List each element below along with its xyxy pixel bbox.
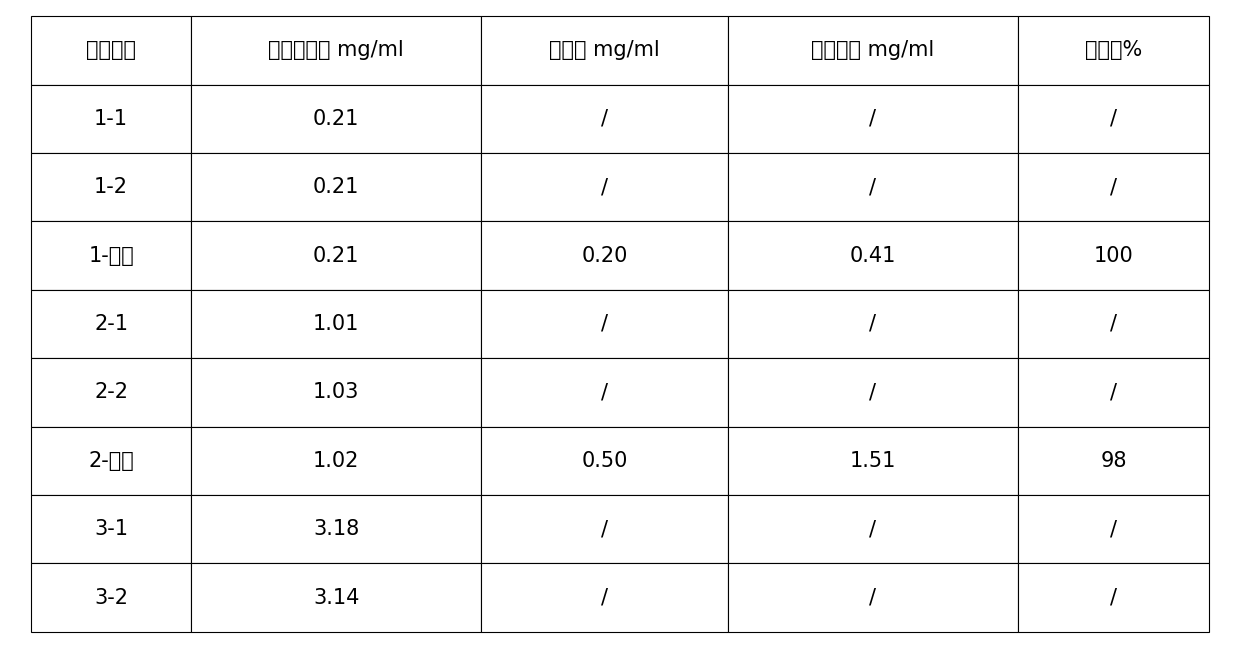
Bar (1018, 16, 1209, 85)
Bar (191, 358, 481, 426)
Bar (728, 563, 1018, 632)
Text: 0.21: 0.21 (314, 177, 360, 197)
Bar (31, 358, 191, 426)
Text: 2-2: 2-2 (94, 382, 128, 402)
Text: 0.50: 0.50 (582, 451, 627, 471)
Bar (191, 85, 481, 153)
Text: 回收率%: 回收率% (1085, 40, 1142, 60)
Bar (481, 426, 728, 495)
Text: 样品编号: 样品编号 (86, 40, 136, 60)
Text: /: / (869, 382, 877, 402)
Bar (191, 563, 481, 632)
Bar (31, 495, 191, 563)
Text: /: / (869, 588, 877, 608)
Bar (191, 495, 481, 563)
Bar (728, 358, 1018, 426)
Text: /: / (1110, 314, 1117, 334)
Bar (191, 290, 481, 358)
Text: /: / (601, 109, 608, 129)
Bar (1018, 426, 1209, 495)
Bar (481, 222, 728, 290)
Bar (1018, 290, 1209, 358)
Bar (31, 153, 191, 222)
Text: 1-1: 1-1 (94, 109, 128, 129)
Bar (481, 16, 728, 85)
Bar (481, 495, 728, 563)
Bar (191, 426, 481, 495)
Text: /: / (869, 109, 877, 129)
Bar (728, 85, 1018, 153)
Text: 3-1: 3-1 (94, 519, 128, 539)
Text: 3.18: 3.18 (314, 519, 360, 539)
Bar (31, 426, 191, 495)
Text: /: / (1110, 588, 1117, 608)
Bar (31, 85, 191, 153)
Text: 3.14: 3.14 (314, 588, 360, 608)
Text: 1.02: 1.02 (314, 451, 360, 471)
Text: /: / (601, 519, 608, 539)
Bar (728, 426, 1018, 495)
Bar (728, 495, 1018, 563)
Text: 2-加标: 2-加标 (88, 451, 134, 471)
Bar (481, 290, 728, 358)
Text: 1-加标: 1-加标 (88, 246, 134, 266)
Text: 100: 100 (1094, 246, 1133, 266)
Bar (191, 222, 481, 290)
Text: 0.21: 0.21 (314, 246, 360, 266)
Bar (1018, 222, 1209, 290)
Text: /: / (601, 314, 608, 334)
Bar (191, 153, 481, 222)
Bar (31, 563, 191, 632)
Bar (191, 16, 481, 85)
Text: 1.51: 1.51 (849, 451, 897, 471)
Text: /: / (601, 177, 608, 197)
Text: /: / (869, 519, 877, 539)
Text: 1-2: 1-2 (94, 177, 128, 197)
Text: 0.21: 0.21 (314, 109, 360, 129)
Text: 样品中含量 mg/ml: 样品中含量 mg/ml (268, 40, 404, 60)
Bar (481, 153, 728, 222)
Bar (31, 16, 191, 85)
Text: 0.41: 0.41 (849, 246, 897, 266)
Bar (728, 153, 1018, 222)
Text: /: / (1110, 519, 1117, 539)
Text: 加标后含 mg/ml: 加标后含 mg/ml (811, 40, 935, 60)
Text: /: / (1110, 109, 1117, 129)
Text: /: / (601, 588, 608, 608)
Bar (1018, 85, 1209, 153)
Text: 0.20: 0.20 (582, 246, 627, 266)
Text: 1.01: 1.01 (314, 314, 360, 334)
Bar (1018, 495, 1209, 563)
Bar (1018, 153, 1209, 222)
Bar (1018, 563, 1209, 632)
Bar (728, 290, 1018, 358)
Text: /: / (869, 314, 877, 334)
Bar (728, 16, 1018, 85)
Text: 3-2: 3-2 (94, 588, 128, 608)
Text: 98: 98 (1100, 451, 1127, 471)
Text: 加标量 mg/ml: 加标量 mg/ml (549, 40, 660, 60)
Text: /: / (869, 177, 877, 197)
Text: /: / (601, 382, 608, 402)
Bar (481, 85, 728, 153)
Bar (728, 222, 1018, 290)
Bar (31, 290, 191, 358)
Bar (481, 358, 728, 426)
Text: /: / (1110, 177, 1117, 197)
Bar (481, 563, 728, 632)
Text: /: / (1110, 382, 1117, 402)
Bar (1018, 358, 1209, 426)
Text: 2-1: 2-1 (94, 314, 128, 334)
Bar (31, 222, 191, 290)
Text: 1.03: 1.03 (314, 382, 360, 402)
